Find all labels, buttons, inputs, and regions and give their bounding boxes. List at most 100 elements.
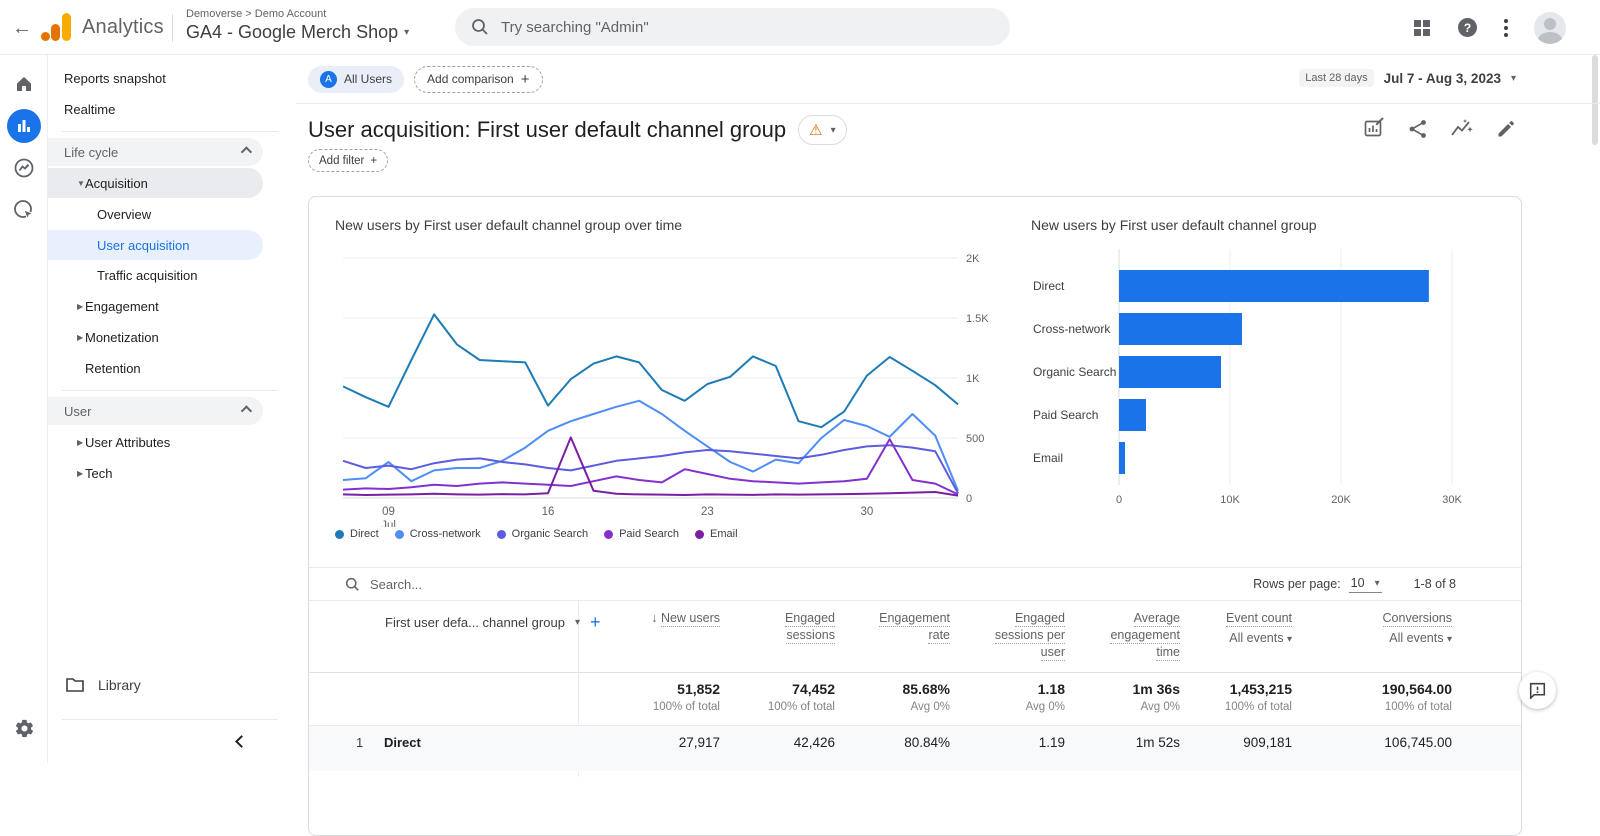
rail-reports[interactable] <box>0 105 48 147</box>
svg-text:20K: 20K <box>1331 494 1351 506</box>
bar-paid-search <box>1119 399 1146 431</box>
insights-button[interactable] <box>1450 118 1474 140</box>
svg-text:Paid Search: Paid Search <box>1033 408 1098 422</box>
search-input[interactable] <box>501 19 994 36</box>
sidebar-item-user-acquisition[interactable]: User acquisition <box>48 230 263 260</box>
feedback-button[interactable] <box>1519 672 1556 709</box>
triangle-right-icon: ▶ <box>64 438 85 447</box>
legend-dot <box>497 530 506 539</box>
table-search-input[interactable] <box>370 577 670 592</box>
sidebar-item-acquisition[interactable]: ▼Acquisition <box>48 168 263 198</box>
header-line: user <box>935 644 1065 661</box>
pagination-range: 1-8 of 8 <box>1414 577 1456 591</box>
kebab-menu-button[interactable] <box>1504 19 1508 37</box>
analytics-logo[interactable]: Analytics <box>40 10 164 44</box>
sidebar-item-user-attributes[interactable]: ▶User Attributes <box>48 427 296 458</box>
column-header-new-users[interactable]: ↓ New users <box>590 610 720 627</box>
chevron-down-icon: ▾ <box>575 617 580 628</box>
customize-report-button[interactable] <box>1363 117 1386 140</box>
sidebar-collapse[interactable] <box>62 719 278 763</box>
date-range-value: Jul 7 - Aug 3, 2023 <box>1384 71 1501 86</box>
rail-home[interactable] <box>0 63 48 105</box>
legend-item-direct[interactable]: Direct <box>335 528 379 540</box>
svg-text:1.5K: 1.5K <box>966 313 989 325</box>
sidebar-item-engagement[interactable]: ▶Engagement <box>48 291 296 322</box>
dimension-header[interactable]: First user defa... channel group ▾ + <box>385 612 600 633</box>
date-range-picker[interactable]: Last 28 days Jul 7 - Aug 3, 2023 ▾ <box>1299 69 1516 87</box>
bar-chart-title: New users by First user default channel … <box>1031 217 1317 233</box>
header-line: sessions per <box>935 627 1065 644</box>
legend-item-email[interactable]: Email <box>695 528 738 540</box>
legend-item-organic-search[interactable]: Organic Search <box>497 528 588 540</box>
report-main: A All Users Add comparison + Last 28 day… <box>296 55 1600 763</box>
row-cell-6: 106,745.00 <box>1312 735 1452 750</box>
app-rail <box>0 55 48 763</box>
svg-text:Organic Search: Organic Search <box>1033 365 1116 379</box>
legend-dot <box>695 530 704 539</box>
rail-explore[interactable] <box>0 147 48 189</box>
sidebar-item-library[interactable]: Library <box>48 665 296 705</box>
all-users-chip[interactable]: A All Users <box>308 66 404 93</box>
sidebar-item-reports-snapshot[interactable]: Reports snapshot <box>48 63 296 94</box>
triangle-right-icon: ▶ <box>64 469 85 478</box>
svg-text:10K: 10K <box>1220 494 1240 506</box>
rail-settings[interactable] <box>0 718 48 739</box>
customize-report-icon <box>1363 117 1386 140</box>
svg-text:09: 09 <box>382 506 395 518</box>
triangle-down-icon: ▼ <box>64 179 85 188</box>
gear-icon <box>14 718 35 739</box>
svg-text:Jul: Jul <box>381 520 396 527</box>
apps-grid-icon <box>1413 19 1431 37</box>
column-filter-conversions[interactable]: All events ▾ <box>1322 630 1452 648</box>
property-selector[interactable]: GA4 - Google Merch Shop ▾ <box>186 22 409 43</box>
line-series-organic-search <box>343 445 958 493</box>
rows-per-page-select[interactable]: 10 ▾ <box>1349 575 1382 593</box>
report-card: New users by First user default channel … <box>308 196 1522 836</box>
svg-text:Direct: Direct <box>1033 279 1065 293</box>
sidebar-item-monetization[interactable]: ▶Monetization <box>48 322 296 353</box>
sidebar-item-overview[interactable]: Overview <box>48 199 296 230</box>
add-filter-button[interactable]: Add filter + <box>308 149 388 172</box>
column-header-conversions[interactable]: Conversions All events ▾ <box>1322 610 1452 648</box>
svg-text:30: 30 <box>860 506 873 518</box>
back-button[interactable]: ← <box>8 14 36 42</box>
legend-item-paid-search[interactable]: Paid Search <box>604 528 679 540</box>
svg-text:?: ? <box>1464 21 1471 35</box>
column-filter-event-count[interactable]: All events ▾ <box>1162 630 1292 648</box>
kebab-menu-icon <box>1504 19 1508 37</box>
add-comparison-button[interactable]: Add comparison + <box>414 66 542 93</box>
help-button[interactable]: ? <box>1457 17 1478 38</box>
data-quality-button[interactable]: ⚠ ▾ <box>798 115 846 145</box>
user-avatar[interactable] <box>1534 12 1566 44</box>
sidebar-section-user[interactable]: User <box>48 397 263 425</box>
comparison-a-icon: A <box>320 71 337 88</box>
app-header: ← Analytics Demoverse > Demo Account GA4… <box>0 0 1600 55</box>
sidebar-item-traffic-acquisition[interactable]: Traffic acquisition <box>48 260 296 291</box>
legend-dot <box>604 530 613 539</box>
page-title: User acquisition: First user default cha… <box>308 117 786 143</box>
sidebar-item-realtime[interactable]: Realtime <box>48 94 296 125</box>
sidebar-item-tech[interactable]: ▶Tech <box>48 458 296 489</box>
global-search[interactable] <box>455 8 1010 46</box>
legend-item-cross-network[interactable]: Cross-network <box>395 528 481 540</box>
edit-button[interactable] <box>1496 119 1516 139</box>
header-line: Conversions <box>1322 610 1452 627</box>
share-button[interactable] <box>1408 119 1428 139</box>
sidebar-section-life-cycle[interactable]: Life cycle <box>48 138 263 166</box>
chevron-up-icon <box>241 405 252 416</box>
apps-grid-button[interactable] <box>1413 19 1431 37</box>
rail-advertising[interactable] <box>0 189 48 231</box>
sort-descending-icon: ↓ <box>651 611 661 625</box>
sidebar-item-retention[interactable]: Retention <box>48 353 296 384</box>
